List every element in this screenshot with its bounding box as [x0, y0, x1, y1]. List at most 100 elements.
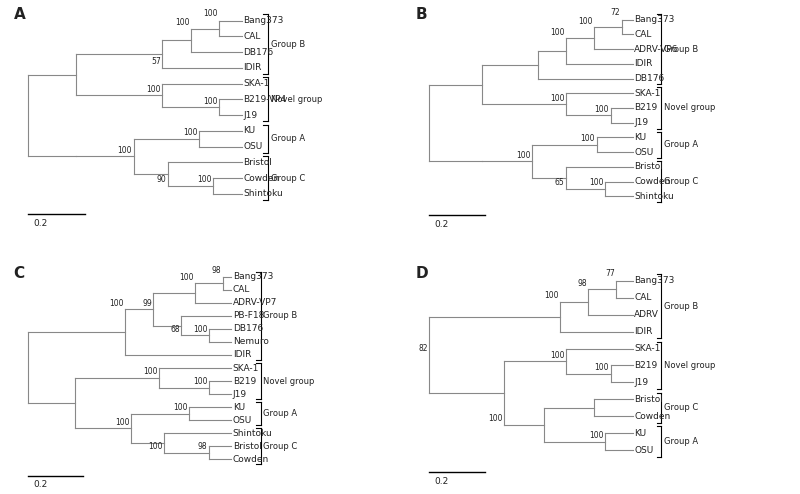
Text: Bristol: Bristol	[233, 442, 262, 451]
Text: 99: 99	[142, 299, 152, 308]
Text: J19: J19	[233, 390, 247, 399]
Text: 68: 68	[170, 325, 180, 334]
Text: Group C: Group C	[663, 403, 698, 412]
Text: Bang373: Bang373	[233, 272, 273, 282]
Text: 100: 100	[589, 431, 603, 440]
Text: 100: 100	[594, 363, 609, 372]
Text: 100: 100	[183, 128, 198, 137]
Text: Cowden: Cowden	[243, 174, 280, 183]
Text: B: B	[415, 7, 426, 22]
Text: KU: KU	[634, 133, 646, 142]
Text: IDIR: IDIR	[243, 63, 262, 73]
Text: CAL: CAL	[233, 286, 250, 294]
Text: KU: KU	[634, 429, 646, 438]
Text: PB-F18: PB-F18	[233, 311, 264, 321]
Text: 100: 100	[115, 418, 130, 427]
Text: Bristol: Bristol	[634, 163, 663, 171]
Text: B219: B219	[233, 376, 256, 385]
Text: 0.2: 0.2	[434, 477, 449, 486]
Text: OSU: OSU	[233, 415, 252, 424]
Text: 100: 100	[489, 414, 503, 423]
Text: Bang373: Bang373	[243, 16, 284, 25]
Text: SKA-1: SKA-1	[233, 364, 259, 372]
Text: SKA-1: SKA-1	[634, 344, 661, 353]
Text: OSU: OSU	[634, 446, 654, 454]
Text: 98: 98	[198, 442, 207, 452]
Text: IDIR: IDIR	[634, 59, 653, 68]
Text: 90: 90	[157, 175, 166, 184]
Text: Shintoku: Shintoku	[243, 189, 283, 199]
Text: Bang373: Bang373	[634, 15, 674, 24]
Text: 0.2: 0.2	[34, 219, 48, 228]
Text: Group A: Group A	[270, 134, 305, 143]
Text: Novel group: Novel group	[663, 361, 715, 370]
Text: 100: 100	[594, 105, 609, 114]
Text: 98: 98	[212, 266, 222, 275]
Text: KU: KU	[243, 126, 255, 135]
Text: OSU: OSU	[634, 148, 654, 157]
Text: Cowden: Cowden	[233, 454, 269, 464]
Text: 100: 100	[110, 299, 124, 308]
Text: Group C: Group C	[270, 174, 305, 183]
Text: CAL: CAL	[634, 30, 652, 39]
Text: SKA-1: SKA-1	[243, 79, 270, 88]
Text: 100: 100	[550, 351, 565, 360]
Text: Shintoku: Shintoku	[233, 429, 273, 438]
Text: 100: 100	[118, 146, 132, 155]
Text: ADRV: ADRV	[634, 310, 659, 319]
Text: 72: 72	[610, 8, 620, 17]
Text: 100: 100	[143, 368, 158, 376]
Text: 100: 100	[545, 291, 559, 300]
Text: DB176: DB176	[233, 325, 263, 333]
Text: Group A: Group A	[663, 437, 698, 446]
Text: ADRV-VP6: ADRV-VP6	[634, 44, 678, 53]
Text: KU: KU	[233, 403, 245, 412]
Text: Group B: Group B	[263, 311, 298, 321]
Text: 100: 100	[203, 97, 218, 106]
Text: B219: B219	[634, 361, 658, 370]
Text: J19: J19	[243, 111, 258, 120]
Text: CAL: CAL	[634, 293, 652, 302]
Text: C: C	[14, 266, 25, 281]
Text: A: A	[14, 7, 26, 22]
Text: 100: 100	[550, 28, 565, 37]
Text: J19: J19	[634, 378, 649, 387]
Text: OSU: OSU	[243, 142, 262, 151]
Text: IDIR: IDIR	[634, 327, 653, 336]
Text: DB176: DB176	[634, 74, 665, 83]
Text: 100: 100	[589, 178, 603, 187]
Text: Bristol: Bristol	[243, 158, 272, 167]
Text: Group B: Group B	[663, 44, 698, 53]
Text: Group B: Group B	[663, 302, 698, 311]
Text: 0.2: 0.2	[33, 480, 47, 489]
Text: SKA-1: SKA-1	[634, 89, 661, 98]
Text: Bang373: Bang373	[634, 276, 674, 286]
Text: 100: 100	[179, 273, 194, 282]
Text: 77: 77	[605, 269, 614, 278]
Text: CAL: CAL	[243, 32, 261, 41]
Text: 57: 57	[151, 57, 161, 66]
Text: Cowden: Cowden	[634, 412, 670, 421]
Text: 82: 82	[418, 344, 428, 353]
Text: 100: 100	[203, 9, 218, 18]
Text: 100: 100	[517, 151, 531, 160]
Text: 100: 100	[198, 175, 212, 184]
Text: 100: 100	[193, 325, 207, 334]
Text: Bristol: Bristol	[634, 395, 663, 404]
Text: 100: 100	[578, 16, 593, 26]
Text: Novel group: Novel group	[663, 103, 715, 113]
Text: Novel group: Novel group	[270, 95, 322, 104]
Text: B219-VP4: B219-VP4	[243, 95, 286, 104]
Text: Novel group: Novel group	[263, 376, 314, 385]
Text: Group A: Group A	[263, 409, 298, 418]
Text: 100: 100	[174, 403, 188, 412]
Text: 65: 65	[554, 178, 565, 187]
Text: IDIR: IDIR	[233, 351, 251, 360]
Text: Nemuro: Nemuro	[233, 337, 269, 346]
Text: B219: B219	[634, 103, 658, 113]
Text: Group C: Group C	[263, 442, 298, 451]
Text: ADRV-VP7: ADRV-VP7	[233, 298, 277, 307]
Text: 100: 100	[581, 134, 595, 143]
Text: 100: 100	[193, 377, 207, 386]
Text: 0.2: 0.2	[434, 220, 449, 229]
